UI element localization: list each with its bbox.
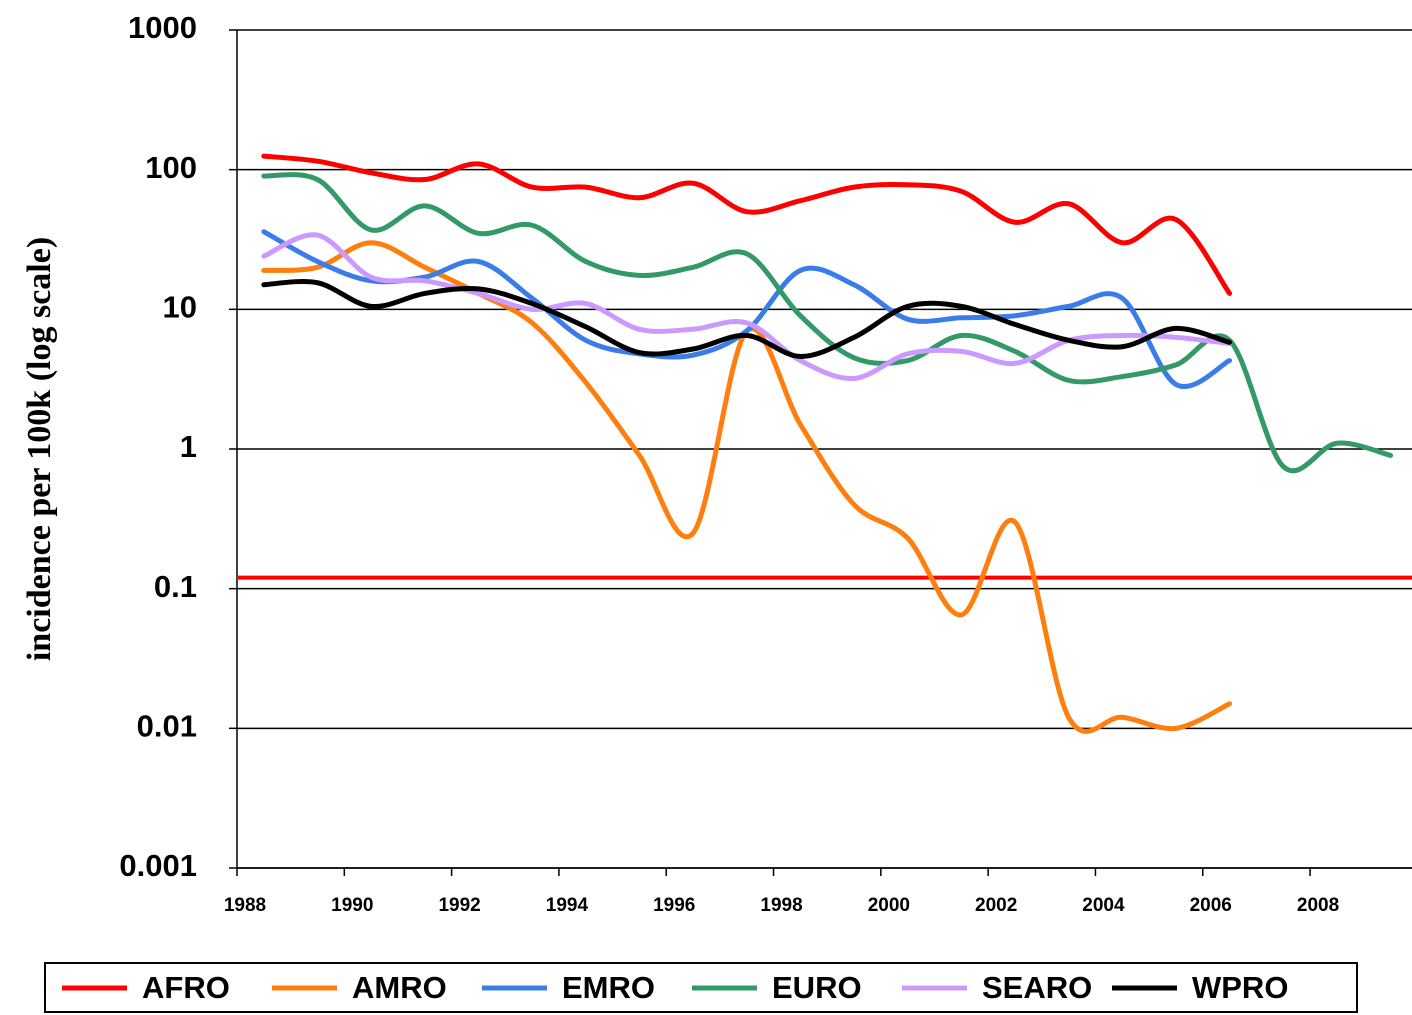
x-tick-label: 1990	[331, 895, 373, 916]
x-tick-label: 2000	[868, 895, 910, 916]
series-line	[261, 153, 1233, 296]
x-tick-label: 2002	[975, 895, 1017, 916]
x-tick-label: 1992	[438, 895, 480, 916]
y-tick-label: 0.001	[119, 848, 197, 883]
y-tick-label: 10	[163, 290, 197, 325]
x-tick-label: 1998	[760, 895, 802, 916]
legend-label: SEARO	[982, 970, 1092, 1005]
y-tick-label: 0.1	[154, 569, 197, 604]
x-tick-label: 1988	[224, 895, 266, 916]
y-tick-label: 1	[180, 429, 197, 464]
series-line	[261, 172, 1394, 474]
y-tick-label: 0.01	[137, 709, 197, 744]
y-axis-label: incidence per 100k (log scale)	[21, 237, 58, 661]
x-tick-label: 2006	[1190, 895, 1232, 916]
legend-label: AFRO	[142, 970, 230, 1005]
series-line	[261, 278, 1233, 359]
legend-label: AMRO	[352, 970, 447, 1005]
x-tick-label: 1994	[546, 895, 589, 916]
legend-label: WPRO	[1192, 970, 1288, 1005]
x-tick-label: 2008	[1297, 895, 1339, 916]
legend-label: EMRO	[562, 970, 655, 1005]
series-line	[261, 240, 1233, 734]
x-tick-label: 1996	[653, 895, 695, 916]
x-tick-label: 2004	[1082, 895, 1125, 916]
y-tick-label: 100	[145, 150, 197, 185]
legend-label: EURO	[772, 970, 862, 1005]
series-line	[261, 229, 1233, 389]
y-tick-label: 1000	[128, 10, 197, 45]
